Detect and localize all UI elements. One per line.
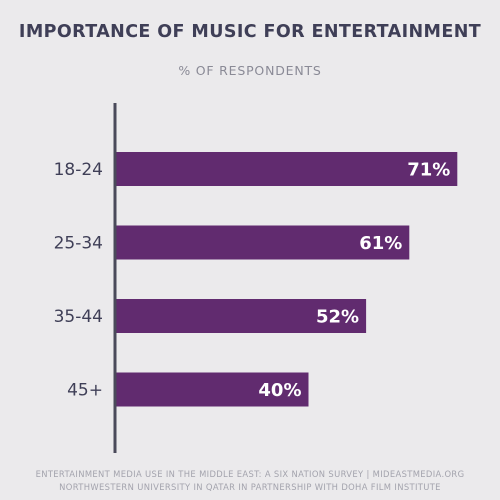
value-label: 40% xyxy=(258,380,301,401)
category-label: 45+ xyxy=(67,381,103,401)
value-label: 52% xyxy=(316,307,359,328)
footer-source: ENTERTAINMENT MEDIA USE IN THE MIDDLE EA… xyxy=(35,469,465,479)
bar-25-34 xyxy=(116,225,410,260)
chart-title: IMPORTANCE OF MUSIC FOR ENTERTAINMENT xyxy=(18,22,482,42)
category-label: 35-44 xyxy=(54,307,103,327)
value-label: 61% xyxy=(359,233,402,254)
chart-subtitle: % OF RESPONDENTS xyxy=(178,63,322,78)
category-label: 25-34 xyxy=(54,234,103,254)
bar-45+ xyxy=(116,372,309,407)
value-label: 71% xyxy=(407,160,450,181)
bar-35-44 xyxy=(116,299,367,333)
footer-credit: NORTHWESTERN UNIVERSITY IN QATAR IN PART… xyxy=(59,482,441,492)
category-label: 18-24 xyxy=(54,160,103,180)
bar-18-24 xyxy=(116,152,458,186)
